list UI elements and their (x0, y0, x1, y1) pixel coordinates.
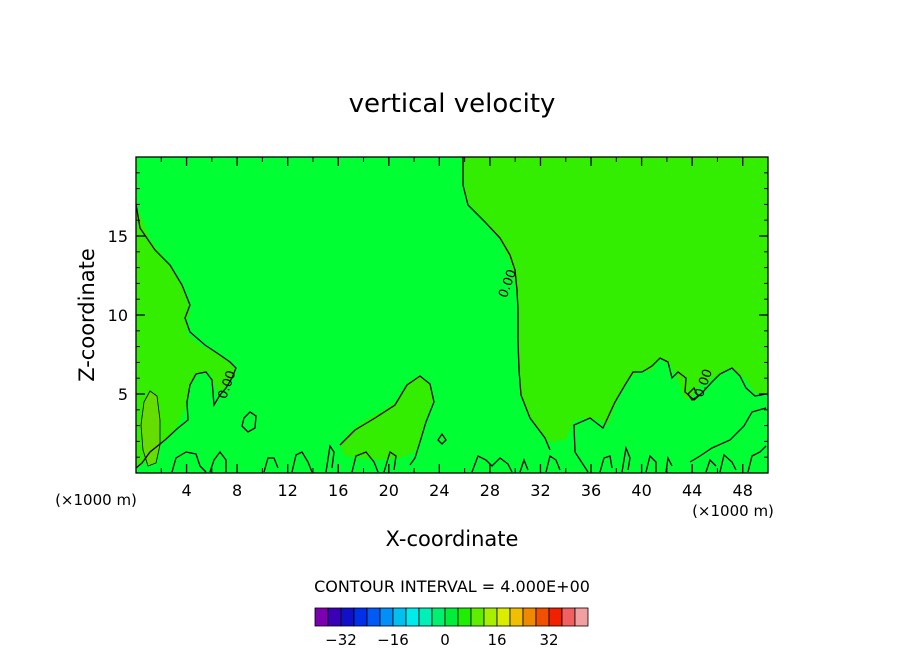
colorbar-swatch (574, 607, 589, 627)
colorbar-swatch (392, 607, 407, 627)
chart-title: vertical velocity (349, 89, 556, 119)
contour-line-left (135, 203, 237, 469)
colorbar-tick-label: −32 (325, 631, 357, 649)
y-tick-label: 10 (108, 306, 128, 325)
zero-contours (135, 157, 767, 473)
x-tick-label: 48 (733, 481, 753, 500)
x-tick-label: 4 (181, 481, 191, 500)
x-unit-left: (×1000 m) (55, 491, 137, 509)
colorbar-swatch (522, 607, 537, 627)
colorbar-tick-label: 16 (487, 631, 506, 649)
colorbar-swatch (496, 607, 511, 627)
contour-small-cell-3 (687, 386, 699, 401)
x-tick-label: 16 (328, 481, 348, 500)
colorbar-tick-label: −16 (377, 631, 409, 649)
colorbar-swatch (444, 607, 459, 627)
contour-surface-wiggle (171, 444, 767, 473)
colorbar-swatch (405, 607, 420, 627)
colorbar-swatch (340, 607, 355, 627)
positive-region-hump (340, 376, 433, 460)
y-tick-label: 15 (108, 227, 128, 246)
colorbar-swatch (483, 607, 498, 627)
x-tick-label: 32 (530, 481, 550, 500)
x-tick-label: 28 (480, 481, 500, 500)
x-tick-label: 40 (631, 481, 651, 500)
colorbar-swatch (561, 607, 576, 627)
colorbar-swatch (548, 607, 563, 627)
colorbar-swatch (509, 607, 524, 627)
x-axis-label: X-coordinate (386, 527, 519, 551)
colorbar-swatch (353, 607, 368, 627)
x-unit-right: (×1000 m) (692, 502, 774, 520)
colorbar-swatch (314, 607, 329, 627)
contour-line-right-lower (689, 407, 767, 463)
colorbar-swatch (431, 607, 446, 627)
colorbar-swatch (457, 607, 472, 627)
y-tick-label: 5 (118, 385, 128, 404)
colorbar: −32 −16 0 16 32 (314, 607, 589, 649)
colorbar-swatch (418, 607, 433, 627)
contour-line-right (573, 357, 767, 473)
colorbar-tick-label: 0 (440, 631, 450, 649)
colorbar-swatch (470, 607, 485, 627)
contour-interval-label: CONTOUR INTERVAL = 4.000E+00 (314, 577, 590, 596)
x-tick-label: 20 (379, 481, 399, 500)
x-tick-label: 12 (278, 481, 298, 500)
x-tick-label: 44 (682, 481, 702, 500)
x-tick-label: 8 (232, 481, 242, 500)
contour-line-hump (339, 375, 435, 466)
x-tick-label: 24 (429, 481, 449, 500)
colorbar-tick-label: 32 (539, 631, 558, 649)
contour-small-cell-1 (241, 411, 257, 433)
positive-region-right (463, 157, 768, 442)
positive-region-left (136, 204, 236, 468)
contour-labels: 0.000.000.00 (216, 268, 717, 401)
colorbar-swatch (535, 607, 550, 627)
x-tick-label: 36 (581, 481, 601, 500)
contour-line-center (462, 157, 551, 451)
contour-small-cell-2 (437, 432, 447, 445)
colorbar-swatch (327, 607, 342, 627)
colorbar-swatch (366, 607, 381, 627)
colorbar-swatch (379, 607, 394, 627)
contour-field (136, 157, 768, 473)
y-axis-label: Z-coordinate (75, 248, 99, 382)
